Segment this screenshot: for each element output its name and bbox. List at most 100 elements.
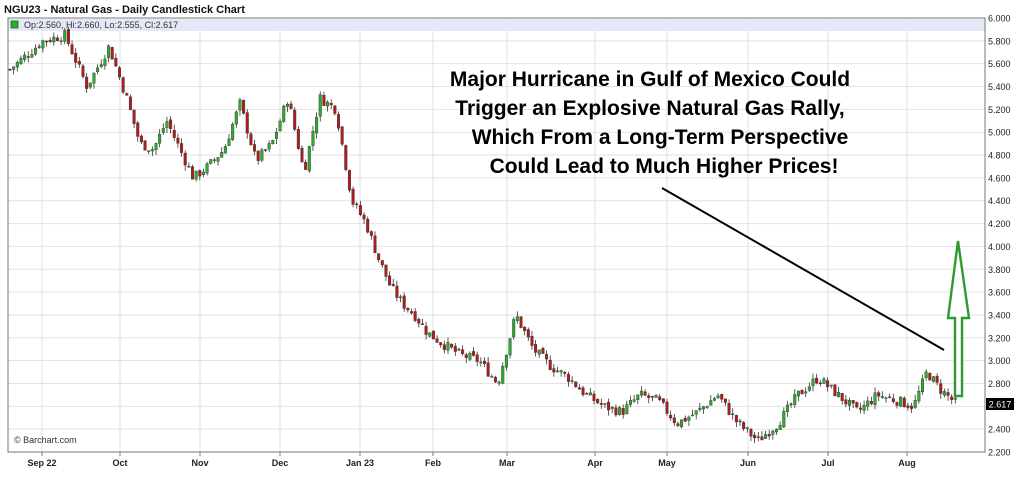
candle	[41, 40, 45, 49]
candle	[891, 398, 895, 403]
candle	[278, 120, 282, 132]
candle	[264, 149, 268, 151]
plot-frame	[7, 17, 986, 453]
candle	[848, 400, 852, 406]
y-tick-label: 3.000	[988, 356, 1011, 366]
candle	[610, 406, 614, 409]
candle	[734, 415, 738, 423]
y-tick-label: 2.400	[988, 425, 1011, 435]
candle	[402, 295, 406, 309]
y-tick-label: 6.000	[988, 14, 1011, 24]
annotation-line-3: Which From a Long-Term Perspective	[472, 126, 849, 149]
candle	[917, 391, 921, 402]
candle	[205, 163, 209, 174]
candle	[15, 61, 19, 68]
candle	[125, 93, 129, 96]
candle	[23, 54, 27, 60]
candle	[519, 316, 523, 328]
candle	[216, 157, 220, 162]
candle	[366, 218, 370, 233]
candle	[110, 47, 114, 60]
candle	[48, 39, 52, 42]
candle	[687, 416, 691, 421]
candle	[705, 406, 709, 408]
candle	[537, 349, 541, 355]
candle	[424, 325, 428, 335]
y-axis: 2.2002.4002.6002.8003.0003.2003.4003.600…	[988, 14, 1011, 458]
candle	[154, 143, 158, 151]
candle	[81, 65, 85, 77]
candle	[315, 116, 319, 134]
candle	[804, 391, 808, 394]
candle	[632, 399, 636, 402]
candle	[74, 52, 78, 63]
candle	[479, 361, 483, 364]
candle	[939, 383, 943, 394]
candle	[775, 428, 779, 433]
candle	[720, 394, 724, 400]
annotation-line-4: Could Lead to Much Higher Prices!	[490, 155, 839, 178]
candle	[574, 381, 578, 388]
y-tick-label: 4.400	[988, 196, 1011, 206]
y-tick-label: 5.000	[988, 128, 1011, 138]
candle	[209, 159, 213, 164]
candle	[136, 122, 140, 137]
candle	[450, 343, 454, 348]
candle	[669, 414, 673, 419]
y-tick-label: 4.000	[988, 242, 1011, 252]
y-tick-label: 4.800	[988, 151, 1011, 161]
x-tick-label: Jun	[740, 458, 756, 468]
candle	[8, 68, 12, 71]
candle	[866, 400, 870, 407]
candle	[629, 400, 633, 405]
candle	[782, 410, 786, 428]
candle	[362, 214, 366, 220]
candle	[796, 390, 800, 397]
candle	[388, 275, 392, 286]
candle	[880, 396, 884, 398]
candle	[198, 170, 202, 177]
candle	[588, 392, 592, 396]
candle	[603, 403, 607, 405]
candle	[410, 311, 414, 314]
annotation-text: Major Hurricane in Gulf of Mexico Could …	[450, 68, 850, 178]
candle	[34, 47, 38, 55]
candle	[672, 417, 676, 423]
candle	[599, 403, 603, 405]
candle	[526, 329, 530, 338]
y-tick-label: 3.600	[988, 288, 1011, 298]
candle	[910, 405, 914, 409]
y-tick-label: 5.400	[988, 82, 1011, 92]
candle	[282, 105, 286, 122]
candle	[928, 373, 932, 381]
candle	[318, 94, 322, 117]
candle	[267, 143, 271, 150]
candle	[545, 354, 549, 360]
annotation-line-2: Trigger an Explosive Natural Gas Rally,	[455, 97, 844, 120]
candle	[256, 150, 260, 161]
candle	[793, 394, 797, 405]
candle	[698, 407, 702, 410]
up-arrow-icon	[946, 240, 971, 398]
candle	[855, 402, 859, 408]
candle	[683, 417, 687, 422]
candle	[19, 58, 23, 64]
x-tick-label: Aug	[898, 458, 916, 468]
candle	[618, 407, 622, 415]
candle	[85, 76, 89, 89]
candle	[347, 170, 351, 191]
candle	[789, 403, 793, 406]
candle	[585, 393, 589, 395]
candle	[139, 135, 143, 143]
candle	[391, 283, 395, 286]
candle	[680, 419, 684, 428]
candle	[921, 378, 925, 393]
candle	[771, 430, 775, 435]
candle	[121, 77, 125, 93]
candle	[77, 61, 81, 65]
candle	[639, 390, 643, 396]
candle	[464, 354, 468, 358]
candle	[753, 434, 757, 439]
